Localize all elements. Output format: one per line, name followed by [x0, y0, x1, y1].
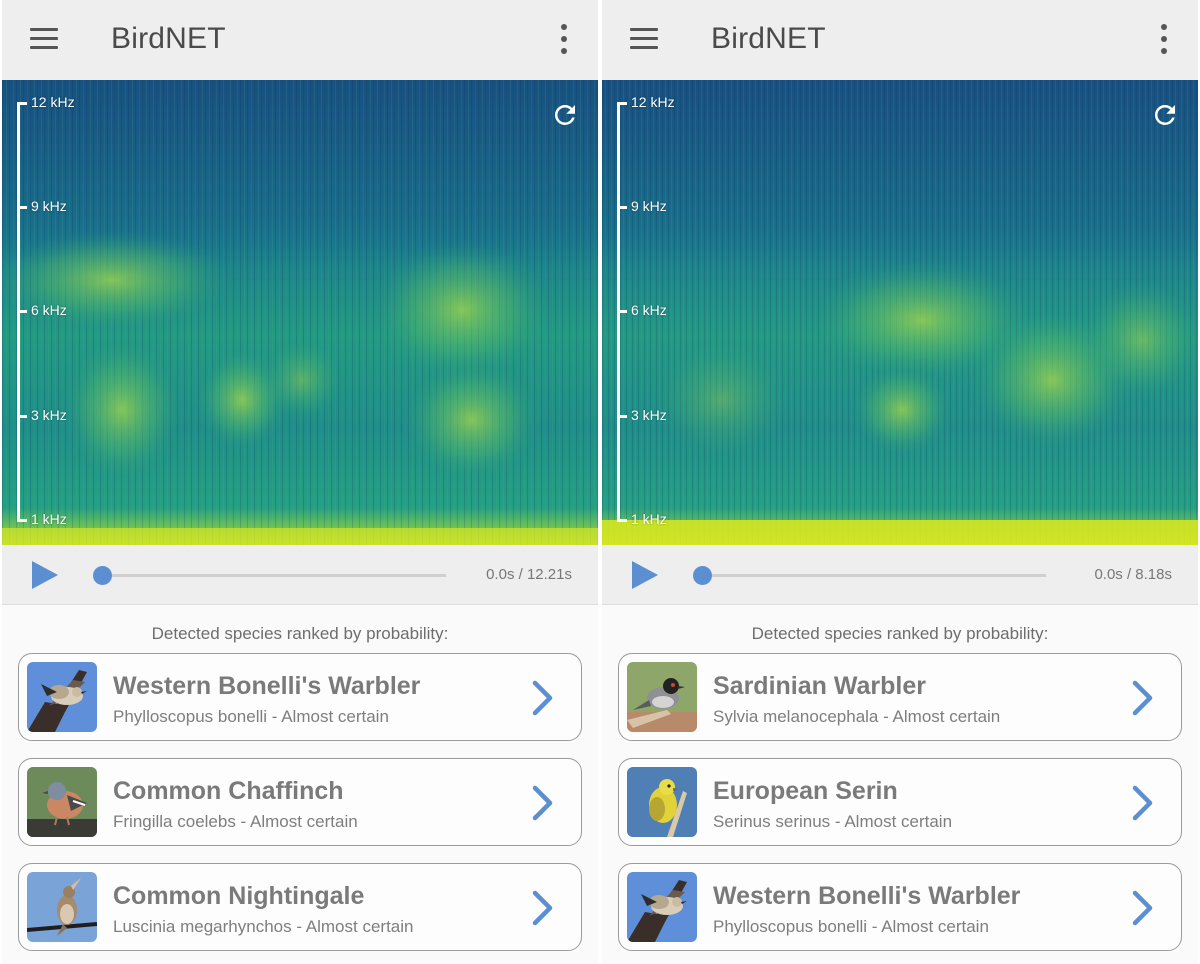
app-title: BirdNET	[711, 22, 826, 55]
frequency-tick	[17, 206, 27, 209]
frequency-label: 3 kHz	[31, 407, 67, 423]
audio-player: 0.0s / 8.18s	[602, 545, 1198, 605]
frequency-label: 6 kHz	[631, 302, 667, 318]
frequency-tick	[17, 310, 27, 313]
sardinian-warbler-photo-icon	[627, 662, 697, 732]
spectrogram: 12 kHz 9 kHz 6 kHz 3 kHz 1 kHz	[2, 80, 598, 545]
serin-photo-icon	[627, 767, 697, 837]
species-common-name: Common Chaffinch	[113, 777, 344, 805]
chevron-right-icon[interactable]	[527, 783, 557, 823]
frequency-label: 3 kHz	[631, 407, 667, 423]
play-icon[interactable]	[630, 559, 660, 591]
frequency-tick	[617, 310, 627, 313]
species-thumbnail	[27, 872, 97, 942]
spectrogram-image	[602, 80, 1198, 545]
playback-time: 0.0s / 8.18s	[1094, 566, 1172, 583]
frequency-axis: 12 kHz 9 kHz 6 kHz 3 kHz 1 kHz	[2, 80, 122, 545]
frequency-axis: 12 kHz 9 kHz 6 kHz 3 kHz 1 kHz	[602, 80, 722, 545]
species-common-name: European Serin	[713, 777, 898, 805]
phone-screen-right: BirdNET	[602, 0, 1198, 964]
app-bar: BirdNET	[2, 0, 598, 80]
species-common-name: Common Nightingale	[113, 882, 365, 910]
seek-bar[interactable]	[100, 574, 446, 577]
phone-screen-left: BirdNET	[2, 0, 598, 964]
species-common-name: Western Bonelli's Warbler	[113, 672, 421, 700]
audio-player: 0.0s / 12.21s	[2, 545, 598, 605]
frequency-tick	[17, 415, 27, 418]
more-vert-icon[interactable]	[554, 22, 574, 56]
species-card[interactable]: Common Nightingale Luscinia megarhynchos…	[18, 863, 582, 951]
spectrogram-image	[2, 80, 598, 545]
species-card[interactable]: European Serin Serinus serinus - Almost …	[618, 758, 1182, 846]
seek-knob[interactable]	[693, 566, 712, 585]
app-bar: BirdNET	[602, 0, 1198, 80]
chevron-right-icon[interactable]	[527, 888, 557, 928]
hamburger-menu-icon[interactable]	[28, 26, 60, 52]
frequency-tick	[617, 102, 627, 105]
species-scientific-name: Phylloscopus bonelli - Almost certain	[713, 917, 989, 936]
species-card[interactable]: Western Bonelli's Warbler Phylloscopus b…	[18, 653, 582, 741]
species-scientific-name: Fringilla coelebs - Almost certain	[113, 812, 358, 831]
chaffinch-photo-icon	[27, 767, 97, 837]
species-card[interactable]: Western Bonelli's Warbler Phylloscopus b…	[618, 863, 1182, 951]
refresh-icon[interactable]	[1150, 100, 1180, 130]
species-scientific-name: Luscinia megarhynchos - Almost certain	[113, 917, 414, 936]
play-icon[interactable]	[30, 559, 60, 591]
species-scientific-name: Phylloscopus bonelli - Almost certain	[113, 707, 389, 726]
warbler-photo-icon	[627, 872, 697, 942]
frequency-tick	[617, 206, 627, 209]
nightingale-photo-icon	[27, 872, 97, 942]
frequency-label: 12 kHz	[31, 94, 75, 110]
frequency-label: 12 kHz	[631, 94, 675, 110]
hamburger-menu-icon[interactable]	[628, 26, 660, 52]
frequency-tick	[17, 519, 27, 522]
chevron-right-icon[interactable]	[1127, 888, 1157, 928]
frequency-label: 9 kHz	[31, 198, 67, 214]
chevron-right-icon[interactable]	[527, 678, 557, 718]
chevron-right-icon[interactable]	[1127, 783, 1157, 823]
frequency-label: 1 kHz	[31, 511, 67, 527]
frequency-label: 6 kHz	[31, 302, 67, 318]
playback-time: 0.0s / 12.21s	[486, 566, 572, 583]
frequency-tick	[617, 519, 627, 522]
app-title: BirdNET	[111, 22, 226, 55]
species-thumbnail	[627, 872, 697, 942]
refresh-icon[interactable]	[550, 100, 580, 130]
spectrogram: 12 kHz 9 kHz 6 kHz 3 kHz 1 kHz	[602, 80, 1198, 545]
seek-bar[interactable]	[700, 574, 1046, 577]
frequency-tick	[617, 415, 627, 418]
species-card[interactable]: Common Chaffinch Fringilla coelebs - Alm…	[18, 758, 582, 846]
frequency-tick	[17, 102, 27, 105]
results-caption: Detected species ranked by probability:	[151, 624, 449, 643]
species-common-name: Sardinian Warbler	[713, 672, 927, 700]
chevron-right-icon[interactable]	[1127, 678, 1157, 718]
frequency-label: 1 kHz	[631, 511, 667, 527]
more-vert-icon[interactable]	[1154, 22, 1174, 56]
seek-knob[interactable]	[93, 566, 112, 585]
species-thumbnail	[627, 662, 697, 732]
species-scientific-name: Sylvia melanocephala - Almost certain	[713, 707, 1001, 726]
species-scientific-name: Serinus serinus - Almost certain	[713, 812, 953, 831]
species-thumbnail	[27, 662, 97, 732]
warbler-photo-icon	[27, 662, 97, 732]
species-thumbnail	[627, 767, 697, 837]
species-common-name: Western Bonelli's Warbler	[713, 882, 1021, 910]
species-thumbnail	[27, 767, 97, 837]
frequency-label: 9 kHz	[631, 198, 667, 214]
results-caption: Detected species ranked by probability:	[751, 624, 1049, 643]
species-card[interactable]: Sardinian Warbler Sylvia melanocephala -…	[618, 653, 1182, 741]
